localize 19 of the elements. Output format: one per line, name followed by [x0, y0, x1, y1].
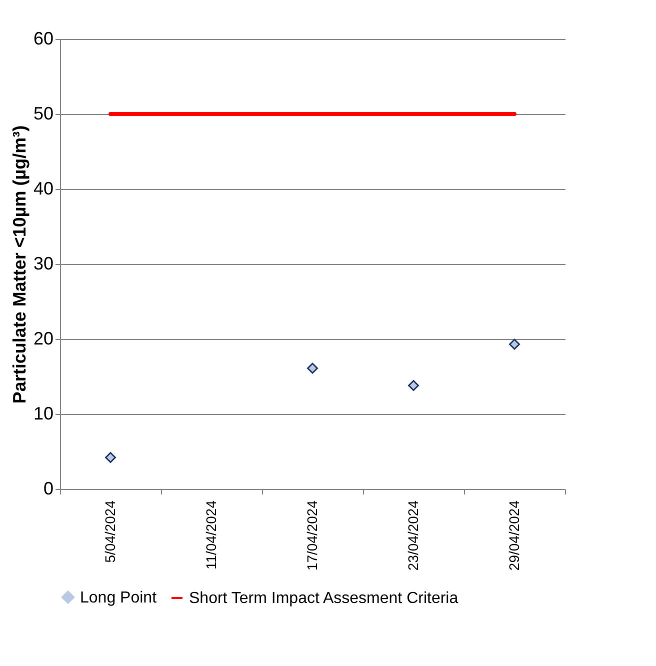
- legend-label: Long Point: [80, 589, 158, 606]
- x-tick-label: 5/04/2024: [102, 500, 118, 563]
- x-tick-label: 17/04/2024: [304, 500, 320, 571]
- y-tick-label: 30: [33, 254, 54, 274]
- legend-label: Short Term Impact Assesment Criteria: [189, 590, 458, 607]
- y-tick-label: 10: [33, 404, 54, 424]
- y-tick-label: 0: [43, 478, 54, 498]
- y-tick-label: 20: [33, 328, 54, 348]
- y-tick-label: 60: [33, 28, 54, 48]
- y-axis-title: Particulate Matter <10µm (µg/m³): [9, 125, 30, 404]
- y-tick-label: 50: [33, 104, 54, 124]
- x-tick-label: 23/04/2024: [405, 500, 421, 571]
- y-tick-label: 40: [33, 178, 54, 198]
- point: [307, 362, 318, 374]
- x-tick-label: 11/04/2024: [203, 500, 219, 570]
- point: [105, 452, 116, 463]
- x-tick-label: 29/04/2024: [506, 500, 522, 571]
- point: [408, 380, 419, 391]
- point: [509, 338, 520, 350]
